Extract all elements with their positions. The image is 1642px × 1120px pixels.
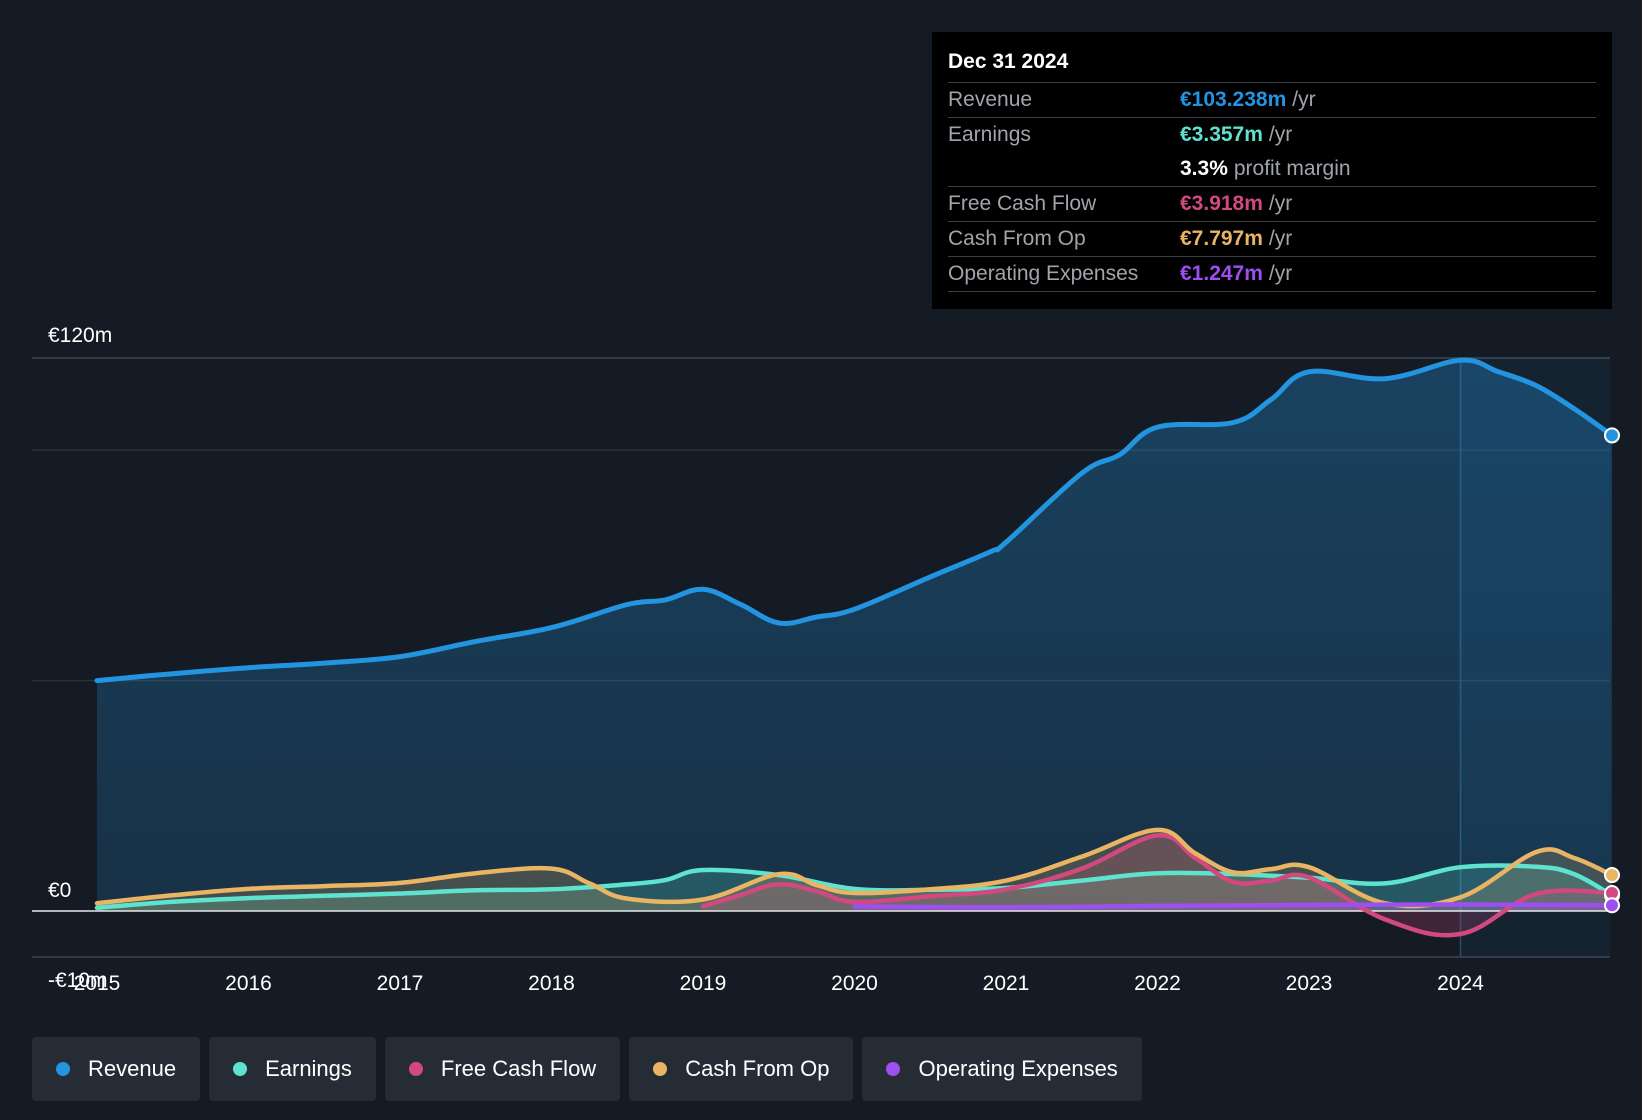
tooltip-opex-label: Operating Expenses: [948, 262, 1139, 285]
opex-dot-icon: [886, 1062, 901, 1076]
tooltip-row-earnings: Earnings €3.357m /yr: [948, 118, 1596, 152]
x-tick-label: 2022: [1134, 972, 1181, 995]
legend-label-opex: Operating Expenses: [918, 1056, 1118, 1081]
legend-label-fcf: Free Cash Flow: [440, 1056, 597, 1081]
tooltip-fcf-label: Free Cash Flow: [948, 192, 1097, 215]
x-tick-label: 2019: [680, 972, 727, 995]
chart-areas: [97, 360, 1612, 936]
x-tick-label: 2020: [831, 972, 878, 995]
line-opex: [852, 902, 1615, 910]
x-tick-label: 2024: [1437, 972, 1484, 995]
fcf-dot-icon: [408, 1062, 423, 1076]
line-revenue: [94, 357, 1615, 684]
tooltip-date: Dec 31 2024: [948, 46, 1596, 83]
x-tick-label: 2016: [225, 972, 272, 995]
chart-lines: [94, 357, 1615, 938]
data-tooltip: Dec 31 2024 Revenue €103.238m /yr Earnin…: [932, 32, 1612, 309]
end-marker-revenue: [1604, 427, 1620, 444]
tooltip-unit: /yr: [1268, 262, 1293, 285]
legend-label-revenue: Revenue: [88, 1056, 177, 1081]
y-tick-label: €0: [48, 879, 71, 902]
tooltip-earnings-value: €3.357m: [1180, 123, 1263, 146]
tooltip-fcf-value: €3.918m: [1180, 192, 1263, 215]
legend-label-cfo: Cash From Op: [685, 1056, 830, 1081]
y-tick-label: -€10m: [48, 969, 108, 992]
tooltip-revenue-value: €103.238m: [1180, 88, 1287, 111]
legend-item-earnings[interactable]: Earnings: [209, 1037, 376, 1101]
legend-item-revenue[interactable]: Revenue: [32, 1037, 201, 1101]
tooltip-row-cfo: Cash From Op €7.797m /yr: [948, 222, 1596, 257]
tooltip-unit: /yr: [1268, 227, 1293, 250]
tooltip-row-fcf: Free Cash Flow €3.918m /yr: [948, 187, 1596, 222]
tooltip-unit: /yr: [1292, 88, 1316, 111]
area-fcf: [703, 835, 1612, 936]
revenue-dot-icon: [56, 1062, 70, 1076]
x-tick-label: 2018: [528, 972, 575, 995]
end-marker-opex: [1604, 897, 1620, 914]
legend-item-fcf[interactable]: Free Cash Flow: [384, 1037, 621, 1101]
tooltip-row-margin: 3.3% profit margin: [948, 152, 1596, 187]
highlight-shade: [1460, 357, 1610, 957]
tooltip-opex-value: €1.247m: [1180, 262, 1263, 285]
tooltip-cfo-value: €7.797m: [1180, 227, 1263, 250]
y-axis-labels: €120m €0 -€10m: [48, 324, 112, 992]
tooltip-row-revenue: Revenue €103.238m /yr: [948, 83, 1596, 118]
chart-legend: Revenue Earnings Free Cash Flow Cash Fro…: [32, 1037, 1142, 1101]
tooltip-earnings-label: Earnings: [948, 123, 1031, 146]
x-tick-label: 2023: [1286, 972, 1333, 995]
cfo-dot-icon: [653, 1062, 668, 1076]
end-marker-cfo: [1604, 867, 1620, 884]
x-axis-labels: 2015 2016 2017 2018 2019 2020 2021 2022 2023 2024: [74, 972, 1485, 995]
chart-end-markers: [1604, 427, 1620, 914]
tooltip-row-opex: Operating Expenses €1.247m /yr: [948, 257, 1596, 292]
legend-label-earnings: Earnings: [265, 1056, 352, 1081]
x-tick-label: 2021: [983, 972, 1030, 995]
tooltip-revenue-label: Revenue: [948, 88, 1033, 111]
tooltip-unit: /yr: [1268, 123, 1293, 146]
x-tick-label: 2015: [74, 972, 121, 995]
tooltip-margin-label: profit margin: [1233, 157, 1351, 180]
tooltip-unit: /yr: [1268, 192, 1293, 215]
line-cfo: [94, 827, 1615, 909]
x-tick-label: 2017: [377, 972, 424, 995]
earnings-dot-icon: [233, 1062, 248, 1076]
area-earnings: [97, 865, 1612, 911]
area-revenue: [97, 360, 1612, 912]
legend-item-opex[interactable]: Operating Expenses: [862, 1037, 1142, 1101]
tooltip-cfo-label: Cash From Op: [948, 227, 1086, 250]
tooltip-margin-value: 3.3%: [1180, 157, 1228, 180]
line-earnings: [94, 863, 1615, 911]
line-fcf: [700, 833, 1615, 938]
y-tick-label: €120m: [48, 324, 112, 347]
legend-item-cfo[interactable]: Cash From Op: [629, 1037, 854, 1101]
